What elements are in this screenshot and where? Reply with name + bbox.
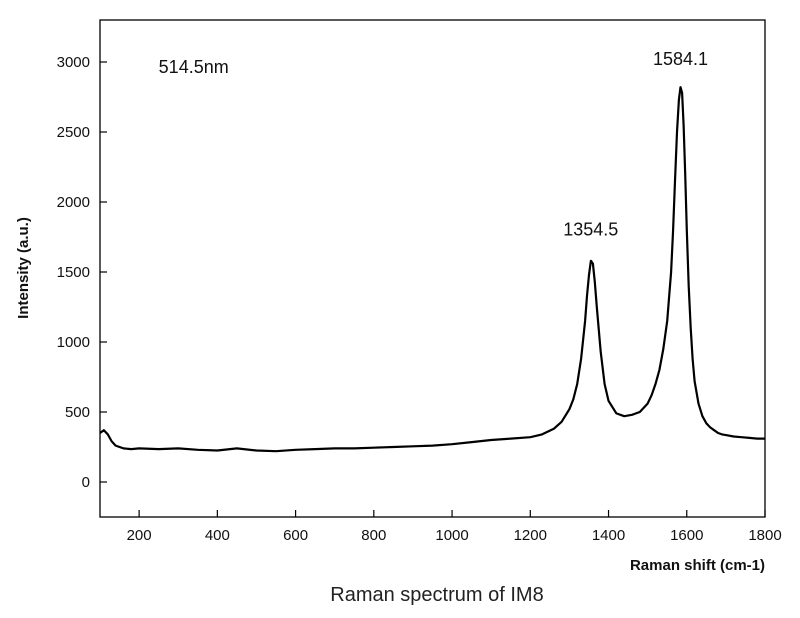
x-tick-label: 1200: [514, 527, 547, 544]
x-tick-label: 1000: [435, 527, 468, 544]
y-axis-ticks: 0 500 1000 1500 2000 2500 3000: [57, 54, 107, 491]
y-tick-label: 1000: [57, 334, 90, 351]
x-tick-label: 800: [361, 527, 386, 544]
wavelength-label: 514.5nm: [159, 57, 229, 77]
y-tick-label: 0: [82, 474, 90, 491]
x-tick-label: 1800: [748, 527, 781, 544]
plot-frame: [99, 19, 766, 518]
y-tick-label: 3000: [57, 54, 90, 71]
y-tick-label: 500: [65, 404, 90, 421]
annotations: 514.5nm 1354.5 1584.1: [159, 49, 708, 240]
series-layer: [99, 86, 765, 453]
x-axis-ticks: 200 400 600 800 1000 1200 1400 1600 1800: [127, 510, 782, 544]
spectrum-line: [99, 86, 765, 453]
peak-label: 1354.5: [563, 220, 618, 240]
chart-caption: Raman spectrum of IM8: [330, 584, 543, 606]
y-tick-label: 2500: [57, 124, 90, 141]
peak-label: 1584.1: [653, 49, 708, 69]
x-tick-label: 600: [283, 527, 308, 544]
x-tick-label: 1600: [670, 527, 703, 544]
x-tick-label: 200: [127, 527, 152, 544]
y-tick-label: 2000: [57, 194, 90, 211]
y-tick-label: 1500: [57, 264, 90, 281]
y-axis-title: Intensity (a.u.): [15, 217, 32, 319]
x-tick-label: 400: [205, 527, 230, 544]
x-axis-title: Raman shift (cm-1): [630, 557, 765, 574]
x-tick-label: 1400: [592, 527, 625, 544]
